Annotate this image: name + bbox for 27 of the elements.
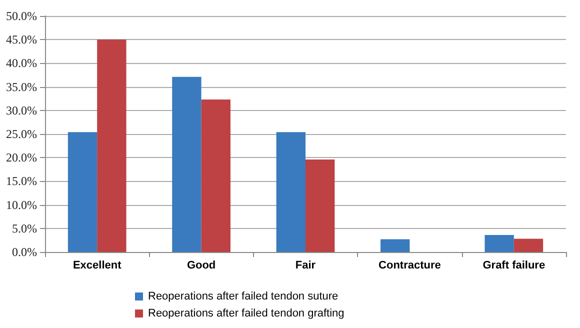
bar — [276, 132, 306, 252]
x-tick-label: Fair — [295, 260, 316, 272]
y-tick-label: 20.0% — [6, 150, 37, 165]
y-tick-label: 35.0% — [6, 80, 37, 94]
y-tick-label: 45.0% — [6, 32, 37, 47]
y-tick-label: 5.0% — [12, 221, 37, 236]
legend-label: Reoperations after failed tendon suture — [148, 290, 338, 302]
y-tick-label: 50.0% — [6, 9, 37, 23]
y-tick-label: 30.0% — [6, 103, 37, 118]
x-tick-label: Graft failure — [482, 260, 546, 272]
bar — [380, 239, 410, 252]
bar — [306, 159, 335, 252]
y-tick-label: 10.0% — [6, 198, 37, 212]
bar — [172, 76, 202, 252]
y-tick-label: 15.0% — [6, 174, 37, 188]
bar — [484, 235, 514, 252]
legend-label: Reoperations after failed tendon grafting — [148, 308, 344, 320]
bar — [514, 238, 544, 252]
bar — [201, 100, 230, 252]
x-tick-label: Good — [186, 260, 216, 272]
y-tick-label: 25.0% — [6, 127, 37, 141]
y-tick-label: 40.0% — [6, 56, 37, 70]
x-tick-label: Contracture — [378, 260, 441, 272]
bar — [97, 40, 126, 252]
bar — [68, 132, 98, 252]
y-tick-label: 0.0% — [12, 245, 37, 259]
x-tick-label: Excellent — [72, 260, 122, 272]
